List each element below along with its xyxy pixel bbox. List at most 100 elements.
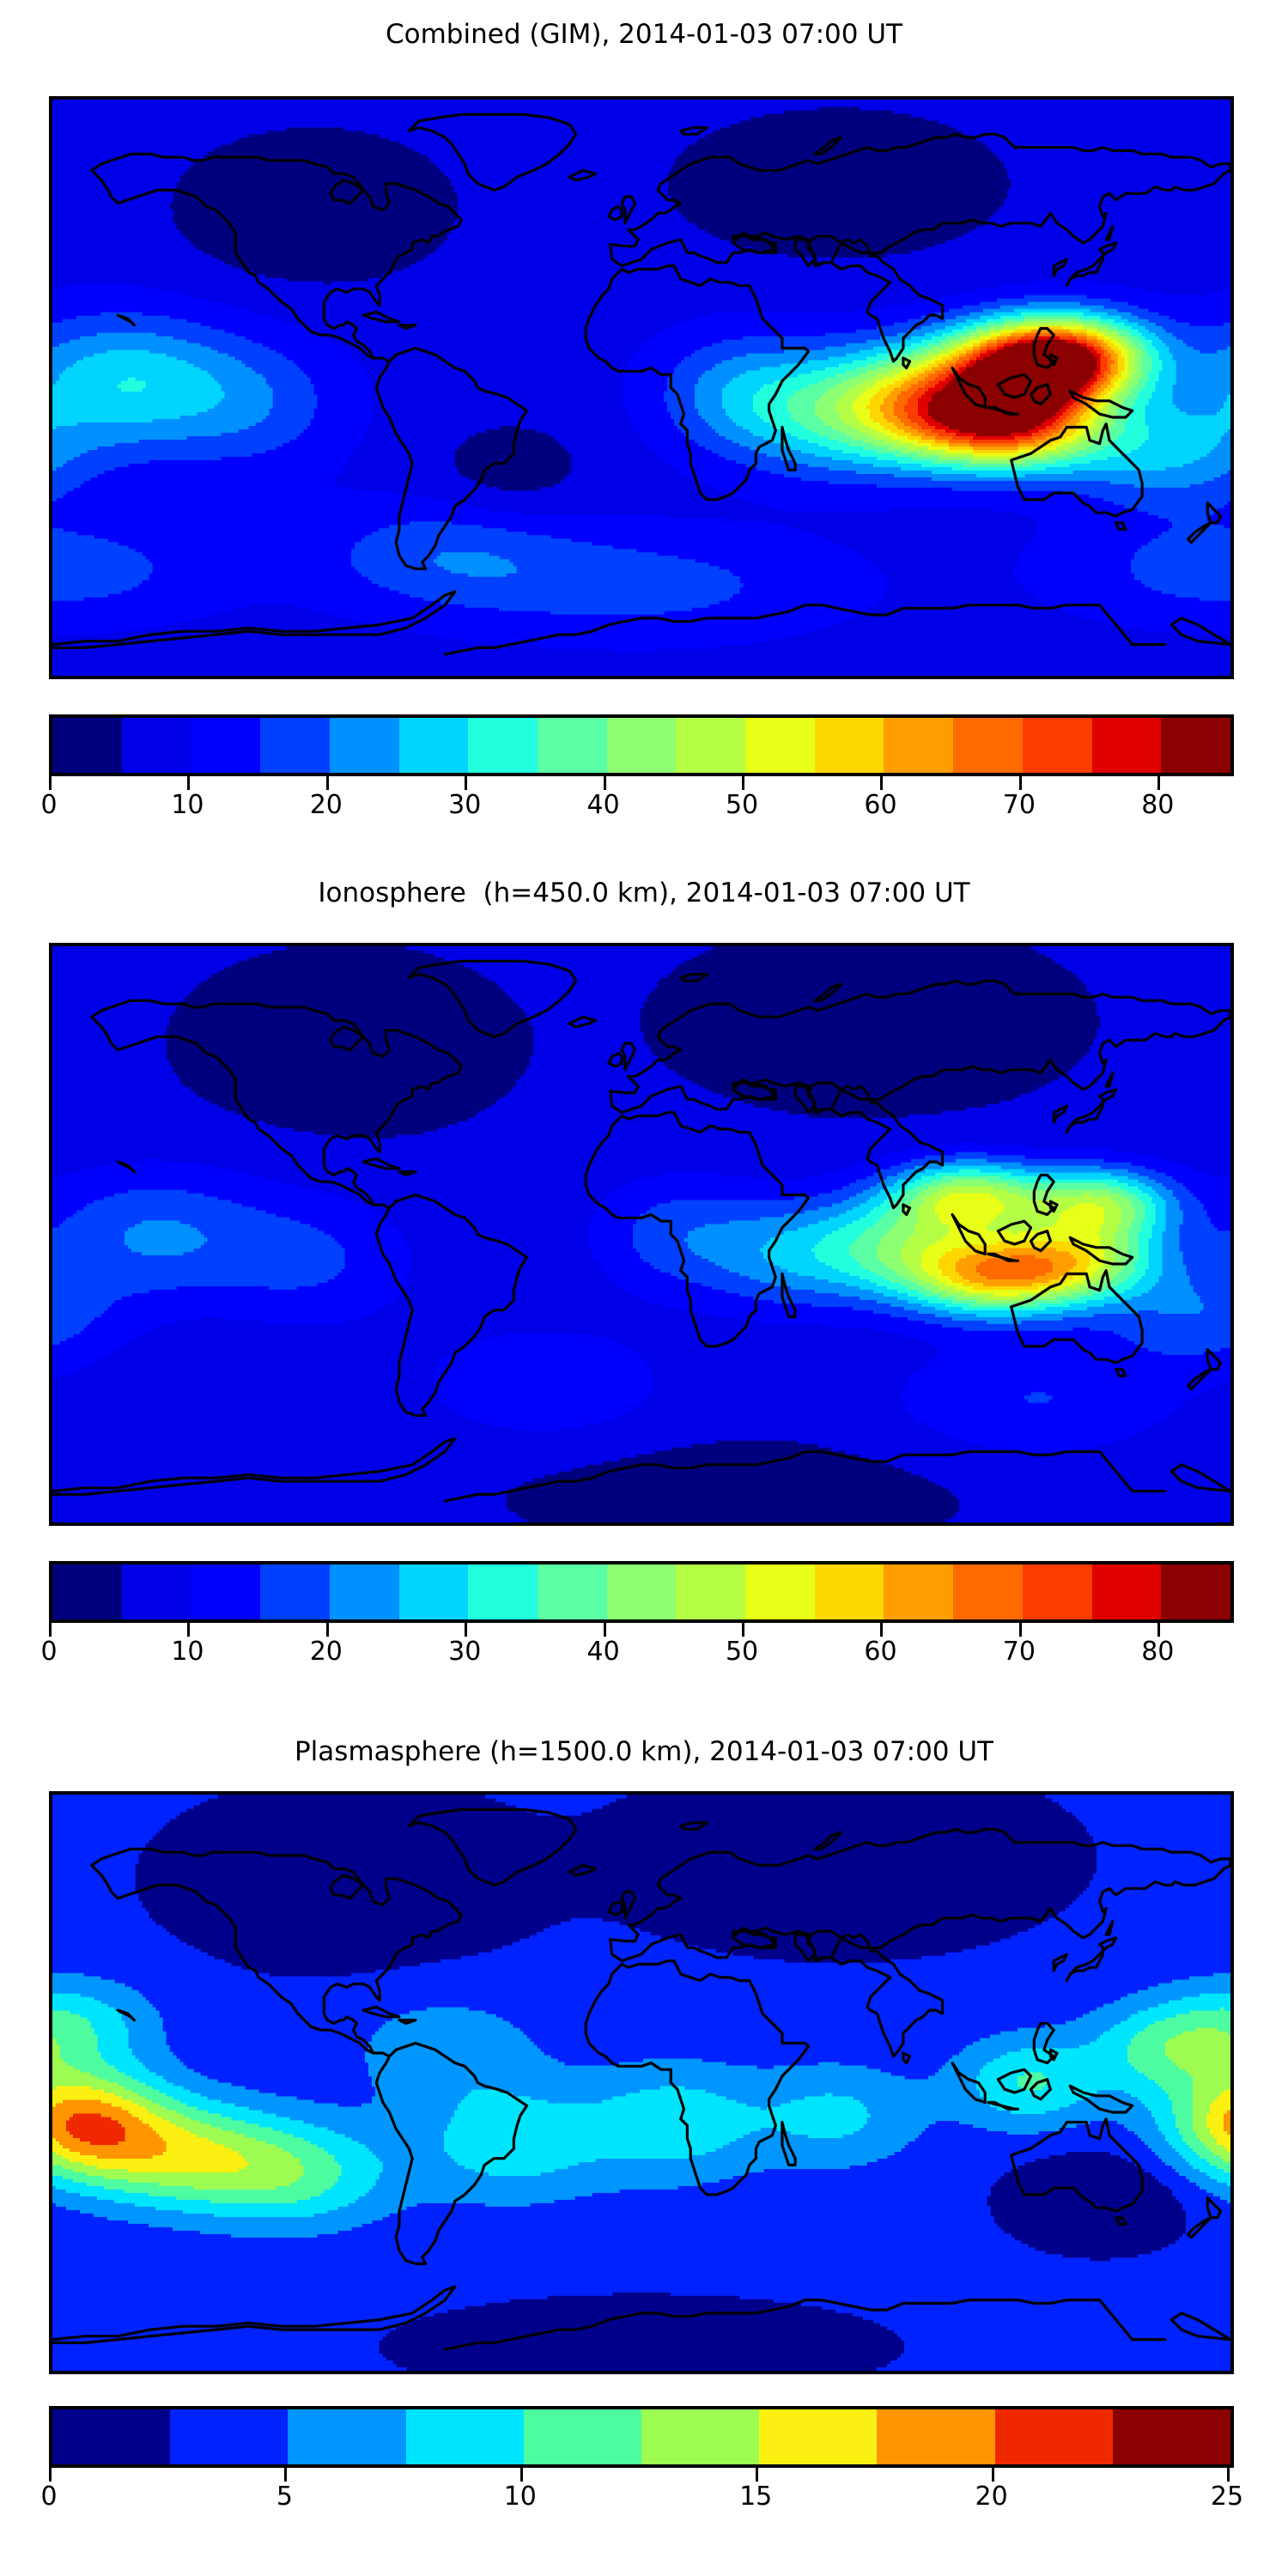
colorbar-band-5 bbox=[641, 2409, 760, 2464]
panel-title-combined: Combined (GIM), 2014-01-03 07:00 UT bbox=[386, 19, 902, 50]
colorbar-tick-label: 30 bbox=[448, 790, 482, 820]
colorbar-ticks-plasmasphere: 0 5 10 15 20 25 bbox=[40, 2468, 1243, 2518]
colorbar-band-14 bbox=[1022, 718, 1092, 773]
colorbar-band-9 bbox=[676, 1564, 746, 1619]
colorbar-band-2 bbox=[191, 718, 261, 773]
colorbar-ticks-combined: 0 10 20 30 40 50 60 70 80 bbox=[40, 776, 1230, 826]
colorbar-band-8 bbox=[994, 2409, 1113, 2464]
colorbar-tick-label: 40 bbox=[586, 1637, 620, 1667]
colorbar-tick-label: 80 bbox=[1141, 1637, 1175, 1667]
colorbar-tick-mark bbox=[465, 776, 468, 790]
colorbar-tick-label: 50 bbox=[725, 790, 759, 820]
colorbar-tick-label: 50 bbox=[725, 1637, 759, 1667]
panel-combined-gim: Combined (GIM), 2014-01-03 07:00 UT 0 10 2… bbox=[0, 0, 1288, 859]
colorbar-band-4 bbox=[329, 1564, 399, 1619]
colorbar-ticks-ionosphere: 0 10 20 30 40 50 60 70 80 bbox=[40, 1623, 1230, 1673]
colorbar-band-6 bbox=[468, 1564, 538, 1619]
colorbar-band-0 bbox=[52, 1564, 122, 1619]
colorbar-band-0 bbox=[52, 2409, 171, 2464]
colorbar-tick-label: 80 bbox=[1141, 790, 1175, 820]
colorbar-tick-label: 10 bbox=[171, 1637, 204, 1667]
colorbar-tick-label: 0 bbox=[40, 790, 58, 820]
colorbar-ionosphere: 0 10 20 30 40 50 60 70 80 bbox=[40, 1561, 1234, 1673]
colorbar-band-1 bbox=[121, 1564, 191, 1619]
colorbar-band-7 bbox=[537, 1564, 607, 1619]
colorbar-band-2 bbox=[288, 2409, 406, 2464]
colorbar-band-3 bbox=[260, 718, 330, 773]
colorbar-band-14 bbox=[1022, 1564, 1092, 1619]
colorbar-tick-label: 10 bbox=[503, 2482, 537, 2512]
colorbar-tick-mark bbox=[880, 776, 884, 790]
colorbar-tick-label: 20 bbox=[975, 2482, 1008, 2512]
colorbar-tick-label: 60 bbox=[864, 1637, 897, 1667]
colorbar-band-12 bbox=[884, 718, 954, 773]
colorbar-gradient-ionosphere bbox=[49, 1561, 1234, 1623]
colorbar-band-7 bbox=[537, 718, 607, 773]
colorbar-tick-label: 30 bbox=[448, 1637, 482, 1667]
colorbar-plasmasphere: 0 5 10 15 20 25 bbox=[40, 2406, 1243, 2518]
colorbar-band-7 bbox=[877, 2409, 995, 2464]
colorbar-band-13 bbox=[953, 718, 1023, 773]
colorbar-tick-mark bbox=[49, 776, 52, 790]
colorbar-band-15 bbox=[1091, 1564, 1162, 1619]
colorbar-tick-label: 0 bbox=[40, 1637, 58, 1667]
map-canvas-plasmasphere bbox=[52, 1795, 1230, 2371]
colorbar-gradient-combined bbox=[49, 714, 1234, 776]
colorbar-band-8 bbox=[606, 718, 677, 773]
colorbar-tick-mark bbox=[325, 1623, 329, 1637]
colorbar-tick-mark bbox=[756, 2468, 759, 2482]
panel-title-ionosphere: Ionosphere (h=450.0 km), 2014-01-03 07:0… bbox=[318, 878, 970, 908]
colorbar-tick-mark bbox=[49, 2468, 52, 2482]
panel-title-plasmasphere: Plasmasphere (h=1500.0 km), 2014-01-03 0… bbox=[294, 1736, 993, 1767]
colorbar-tick-label: 40 bbox=[586, 790, 620, 820]
colorbar-tick-mark bbox=[519, 2468, 523, 2482]
colorbar-band-2 bbox=[191, 1564, 261, 1619]
colorbar-tick-mark bbox=[742, 776, 745, 790]
colorbar-tick-label: 10 bbox=[171, 790, 204, 820]
colorbar-gradient-plasmasphere bbox=[49, 2406, 1234, 2468]
colorbar-band-3 bbox=[260, 1564, 330, 1619]
colorbar-tick-mark bbox=[991, 2468, 994, 2482]
colorbar-band-0 bbox=[52, 718, 122, 773]
colorbar-tick-mark bbox=[603, 776, 606, 790]
colorbar-combined: 0 10 20 30 40 50 60 70 80 bbox=[40, 714, 1234, 826]
colorbar-band-1 bbox=[170, 2409, 289, 2464]
colorbar-tick-mark bbox=[1018, 776, 1022, 790]
colorbar-tick-mark bbox=[1018, 1623, 1022, 1637]
colorbar-band-15 bbox=[1091, 718, 1162, 773]
colorbar-tick-mark bbox=[1157, 1623, 1161, 1637]
map-ionosphere bbox=[49, 943, 1234, 1526]
colorbar-tick-mark bbox=[742, 1623, 745, 1637]
colorbar-tick-mark bbox=[603, 1623, 606, 1637]
colorbar-tick-mark bbox=[1157, 776, 1161, 790]
colorbar-tick-mark bbox=[284, 2468, 288, 2482]
colorbar-tick-mark bbox=[325, 776, 329, 790]
colorbar-band-11 bbox=[814, 718, 884, 773]
colorbar-band-10 bbox=[745, 718, 815, 773]
panel-ionosphere: Ionosphere (h=450.0 km), 2014-01-03 07:0… bbox=[0, 859, 1288, 1717]
colorbar-band-16 bbox=[1161, 718, 1230, 773]
colorbar-tick-mark bbox=[187, 1623, 191, 1637]
colorbar-band-11 bbox=[814, 1564, 884, 1619]
map-plasmasphere bbox=[49, 1791, 1234, 2374]
colorbar-band-5 bbox=[398, 718, 469, 773]
colorbar-tick-mark bbox=[880, 1623, 884, 1637]
colorbar-tick-label: 70 bbox=[1002, 1637, 1036, 1667]
colorbar-band-8 bbox=[606, 1564, 677, 1619]
colorbar-tick-label: 15 bbox=[739, 2482, 773, 2512]
map-combined-gim bbox=[49, 96, 1234, 679]
colorbar-tick-mark bbox=[49, 1623, 52, 1637]
colorbar-band-6 bbox=[759, 2409, 878, 2464]
colorbar-band-10 bbox=[745, 1564, 815, 1619]
colorbar-band-6 bbox=[468, 718, 538, 773]
colorbar-band-5 bbox=[398, 1564, 469, 1619]
colorbar-band-9 bbox=[1112, 2409, 1231, 2464]
colorbar-band-3 bbox=[405, 2409, 524, 2464]
map-canvas-ionosphere bbox=[52, 946, 1230, 1522]
colorbar-band-4 bbox=[523, 2409, 642, 2464]
panel-plasmasphere: Plasmasphere (h=1500.0 km), 2014-01-03 0… bbox=[0, 1717, 1288, 2576]
colorbar-tick-label: 20 bbox=[309, 790, 343, 820]
map-canvas-combined bbox=[52, 100, 1230, 676]
colorbar-tick-label: 5 bbox=[276, 2482, 293, 2512]
